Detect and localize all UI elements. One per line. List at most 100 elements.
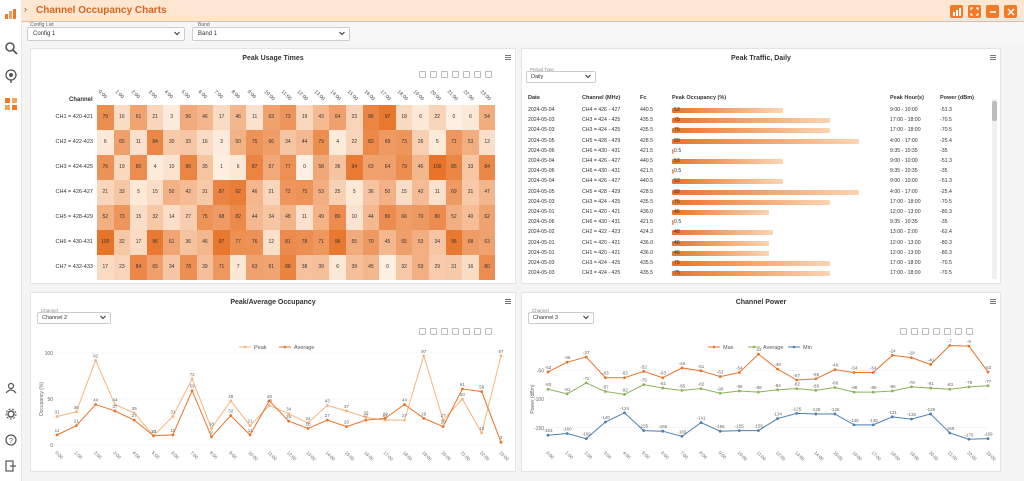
heatmap-cell[interactable]: 97 [379, 105, 396, 130]
heatmap-cell[interactable]: 19 [296, 105, 313, 130]
zoom-in-icon[interactable] [452, 328, 459, 335]
heatmap-cell[interactable]: 46 [196, 105, 214, 130]
heatmap-cell[interactable]: 84 [146, 130, 164, 155]
heatmap-cell[interactable]: 34 [429, 230, 446, 255]
heatmap-cell[interactable]: 43 [312, 105, 330, 130]
heatmap-cell[interactable]: 50 [379, 180, 396, 205]
heatmap-cell[interactable]: 79 [395, 155, 413, 180]
heatmap-cell[interactable]: 18 [395, 105, 413, 130]
heatmap-cell[interactable]: 46 [196, 230, 214, 255]
heatmap-cell[interactable]: 87 [246, 155, 263, 180]
heatmap-cell[interactable]: 68 [213, 205, 230, 230]
heatmap-cell[interactable]: 39 [346, 255, 363, 280]
heatmap-cell[interactable]: 21 [263, 180, 280, 205]
heatmap-cell[interactable]: 10 [163, 155, 180, 180]
heatmap-cell[interactable]: 34 [279, 130, 297, 155]
heatmap-cell[interactable]: 56 [180, 105, 197, 130]
heatmap-cell[interactable]: 71 [445, 130, 463, 155]
heatmap-cell[interactable]: 92 [229, 180, 247, 205]
heatmap-cell[interactable]: 34 [263, 205, 280, 230]
zoom-icon[interactable] [911, 328, 918, 335]
heatmap-cell[interactable]: 77 [229, 230, 247, 255]
heatmap-cell[interactable]: 52 [445, 205, 463, 230]
fullscreen-button[interactable] [968, 5, 981, 18]
heatmap-cell[interactable]: 100 [97, 230, 114, 255]
heatmap-cell[interactable]: 15 [395, 180, 413, 205]
heatmap-cell[interactable]: 96 [146, 230, 164, 255]
heatmap-cell[interactable]: 34 [163, 255, 180, 280]
heatmap-cell[interactable]: 31 [445, 255, 463, 280]
config-select[interactable]: Config 1 [27, 27, 185, 41]
heatmap-cell[interactable]: 57 [263, 155, 280, 180]
heatmap-cell[interactable]: 3 [163, 105, 180, 130]
heatmap-cell[interactable]: 77 [279, 155, 297, 180]
heatmap-cell[interactable]: 100 [429, 155, 446, 180]
heatmap-cell[interactable]: 32 [146, 205, 164, 230]
heatmap-cell[interactable]: 4 [146, 155, 164, 180]
heatmap-cell[interactable]: 81 [279, 230, 297, 255]
band-select[interactable]: Band 1 [192, 27, 350, 41]
heatmap-cell[interactable]: 16 [196, 130, 214, 155]
help-icon[interactable]: ? [3, 432, 19, 448]
heatmap-cell[interactable]: 33 [113, 180, 131, 205]
heatmap-cell[interactable]: 33 [462, 155, 479, 180]
period-select[interactable]: Daily [526, 71, 596, 83]
heatmap-cell[interactable]: 63 [263, 105, 280, 130]
radar-icon[interactable] [3, 68, 19, 84]
pan-icon[interactable] [922, 328, 929, 335]
heatmap-cell[interactable]: 46 [412, 155, 429, 180]
heatmap-cell[interactable]: 63 [478, 230, 496, 255]
heatmap-cell[interactable]: 70 [362, 230, 380, 255]
heatmap-cell[interactable]: 71 [213, 255, 230, 280]
pan-icon[interactable] [441, 71, 448, 78]
heatmap-cell[interactable]: 61 [263, 255, 280, 280]
heatmap-cell[interactable]: 58 [312, 155, 330, 180]
heatmap-cell[interactable]: 3 [213, 130, 230, 155]
heatmap-cell[interactable]: 66 [263, 130, 280, 155]
camera-icon[interactable] [419, 328, 426, 335]
panel-menu-icon[interactable] [505, 55, 511, 56]
heatmap-cell[interactable]: 76 [97, 155, 114, 180]
heatmap-cell[interactable]: 45 [362, 255, 380, 280]
heatmap-cell[interactable]: 47 [478, 180, 496, 205]
logout-icon[interactable] [3, 458, 19, 474]
heatmap-cell[interactable]: 0 [379, 255, 396, 280]
minimize-button[interactable] [986, 5, 999, 18]
heatmap-cell[interactable]: 88 [279, 255, 297, 280]
heatmap-cell[interactable]: 11 [130, 130, 147, 155]
heatmap-cell[interactable]: 84 [130, 255, 147, 280]
heatmap-cell[interactable]: 44 [296, 130, 313, 155]
heatmap-cell[interactable]: 5 [429, 130, 446, 155]
pan-icon[interactable] [441, 328, 448, 335]
heatmap-cell[interactable]: 36 [329, 155, 346, 180]
heatmap-cell[interactable]: 73 [279, 105, 297, 130]
heatmap-cell[interactable]: 23 [346, 105, 363, 130]
heatmap-cell[interactable]: 64 [379, 155, 396, 180]
heatmap-cell[interactable]: 48 [279, 205, 297, 230]
heatmap-cell[interactable]: 96 [445, 230, 463, 255]
table-header[interactable]: Date [528, 95, 540, 101]
panel-menu-icon[interactable] [505, 299, 511, 300]
heatmap-cell[interactable]: 53 [462, 130, 479, 155]
heatmap-cell[interactable]: 33 [180, 130, 197, 155]
heatmap-cell[interactable]: 83 [362, 130, 380, 155]
heatmap-cell[interactable]: 55 [346, 230, 363, 255]
chart-view-button[interactable] [950, 5, 963, 18]
heatmap-cell[interactable]: 17 [97, 255, 114, 280]
heatmap-cell[interactable]: 12 [263, 230, 280, 255]
heatmap-cell[interactable]: 44 [362, 205, 380, 230]
zoom-out-icon[interactable] [463, 71, 470, 78]
heatmap-cell[interactable]: 52 [97, 205, 114, 230]
channel-select[interactable]: Channel 3 [528, 312, 594, 324]
heatmap-cell[interactable]: 12 [478, 130, 496, 155]
chevron-right-icon[interactable]: › [24, 4, 27, 14]
autoscale-icon[interactable] [474, 71, 481, 78]
heatmap-cell[interactable]: 25 [329, 180, 346, 205]
heatmap-cell[interactable]: 46 [229, 105, 247, 130]
heatmap-cell[interactable]: 84 [478, 155, 496, 180]
heatmap-cell[interactable]: 39 [312, 255, 330, 280]
heatmap-cell[interactable]: 53 [412, 230, 429, 255]
heatmap-cell[interactable]: 15 [146, 180, 164, 205]
heatmap-cell[interactable]: 0 [445, 105, 463, 130]
heatmap-cell[interactable]: 63 [362, 155, 380, 180]
